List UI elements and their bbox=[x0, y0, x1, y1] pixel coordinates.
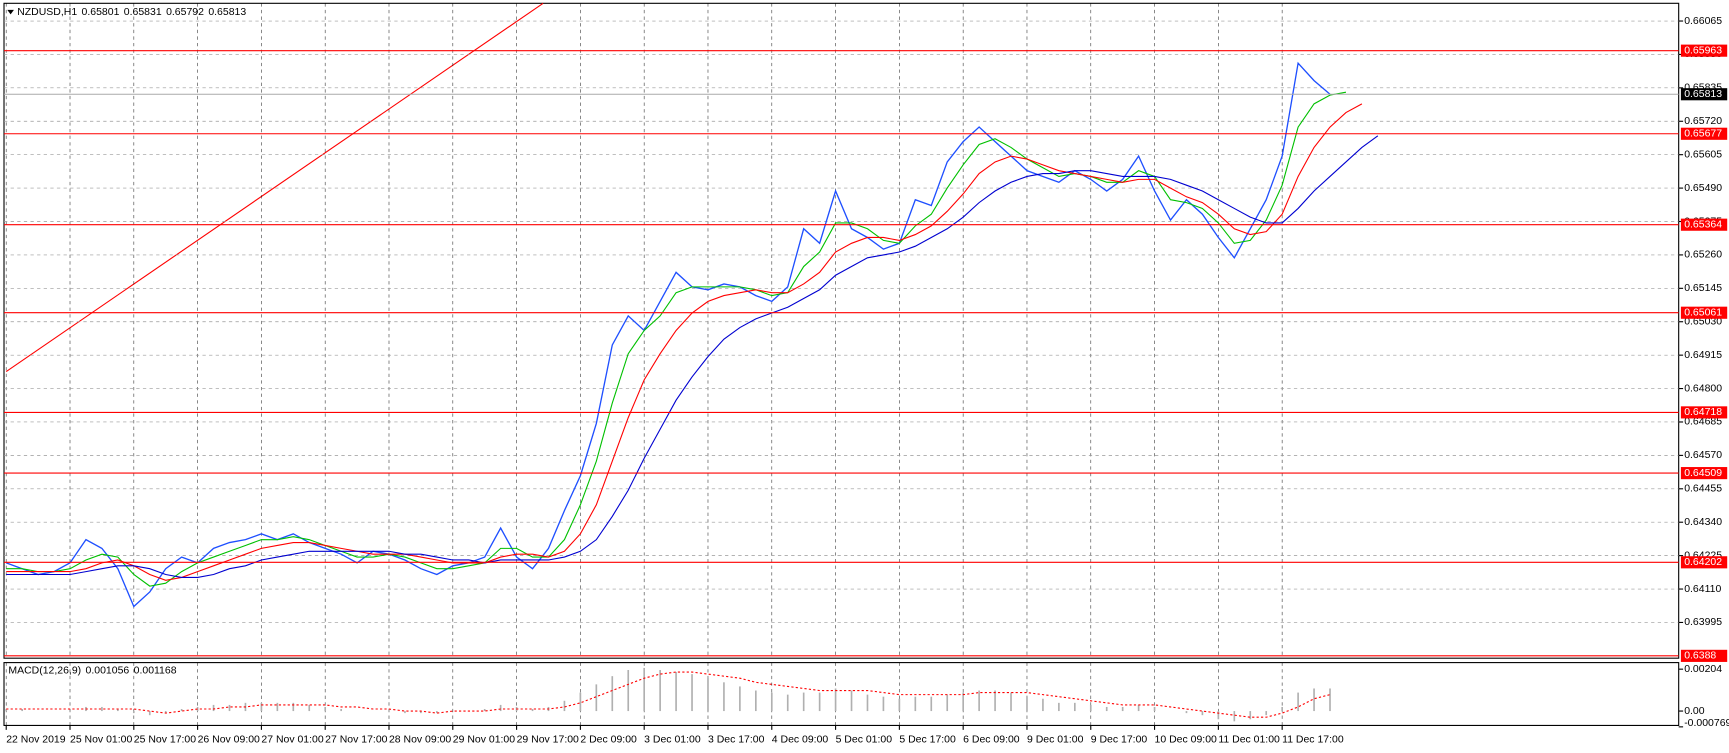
y-tick-label: 0.00 bbox=[1684, 706, 1705, 717]
x-tick-label: 29 Nov 01:00 bbox=[453, 735, 515, 746]
x-tick-label: 25 Nov 17:00 bbox=[134, 735, 196, 746]
y-tick-label: 0.65605 bbox=[1684, 149, 1722, 160]
level-label-box bbox=[1680, 218, 1728, 231]
x-tick-label: 4 Dec 09:00 bbox=[772, 735, 829, 746]
level-label-box bbox=[1680, 649, 1728, 662]
x-tick-label: 9 Dec 17:00 bbox=[1091, 735, 1148, 746]
level-label-box bbox=[1680, 467, 1728, 480]
y-tick-label: 0.00204 bbox=[1684, 664, 1722, 675]
level-label-box bbox=[1680, 306, 1728, 319]
panel-header: NZDUSD,H1 0.65801 0.65831 0.65792 0.65813 bbox=[17, 7, 246, 18]
macd-signal-line bbox=[6, 671, 1331, 718]
y-tick-label: 0.65030 bbox=[1684, 317, 1722, 328]
moving-average bbox=[6, 103, 1363, 581]
y-tick-label: 0.66065 bbox=[1684, 16, 1722, 27]
y-tick-label: 0.65260 bbox=[1684, 250, 1722, 261]
x-tick-label: 27 Nov 01:00 bbox=[261, 735, 323, 746]
current-price-label: 0.65813 bbox=[1684, 89, 1722, 100]
y-tick-label: 0.64915 bbox=[1684, 350, 1722, 361]
price-line bbox=[5, 61, 1331, 608]
level-label: 0.65061 bbox=[1684, 307, 1722, 318]
y-tick-label: 0.65490 bbox=[1684, 183, 1722, 194]
panel-title: NZDUSD,H1 bbox=[17, 7, 77, 18]
x-tick-label: 5 Dec 17:00 bbox=[899, 735, 956, 746]
level-label-box bbox=[1680, 127, 1728, 140]
x-tick-label: 3 Dec 01:00 bbox=[644, 735, 701, 746]
y-tick-label: 0.64110 bbox=[1684, 584, 1721, 595]
y-tick-label: -0.000769 bbox=[1684, 718, 1729, 729]
x-tick-label: 6 Dec 09:00 bbox=[963, 735, 1020, 746]
level-label-box bbox=[1680, 406, 1728, 419]
level-label: 0.64202 bbox=[1684, 557, 1722, 568]
header-value: 0.001168 bbox=[134, 665, 177, 676]
y-tick-label: 0.64455 bbox=[1684, 484, 1722, 495]
y-tick-label: 0.64340 bbox=[1684, 517, 1722, 528]
x-tick-label: 5 Dec 01:00 bbox=[836, 735, 893, 746]
x-tick-label: 2 Dec 09:00 bbox=[580, 735, 637, 746]
header-value: 0.65831 bbox=[124, 7, 162, 18]
y-tick-label: 0.65835 bbox=[1684, 83, 1722, 94]
x-tick-label: 9 Dec 01:00 bbox=[1027, 735, 1084, 746]
header-value: 0.001056 bbox=[86, 665, 130, 676]
level-label-box bbox=[1680, 44, 1728, 57]
x-tick-label: 25 Nov 01:00 bbox=[70, 735, 132, 746]
panel-header: MACD(12,26,9) 0.001056 0.001168 bbox=[8, 665, 176, 676]
x-tick-label: 22 Nov 2019 bbox=[6, 735, 66, 746]
price-panel-frame bbox=[3, 2, 1680, 659]
x-tick-label: 26 Nov 09:00 bbox=[198, 735, 260, 746]
panel-title: MACD(12,26,9) bbox=[8, 665, 81, 676]
header-value: 0.65813 bbox=[208, 7, 246, 18]
x-tick-label: 29 Nov 17:00 bbox=[517, 735, 579, 746]
level-label: 0.6388 bbox=[1684, 651, 1716, 662]
level-label-box bbox=[1680, 556, 1728, 569]
x-tick-label: 11 Dec 01:00 bbox=[1218, 735, 1280, 746]
header-value: 0.65801 bbox=[82, 7, 120, 18]
trend-line bbox=[5, 2, 544, 372]
y-tick-label: 0.64570 bbox=[1684, 450, 1722, 461]
level-label: 0.65963 bbox=[1684, 45, 1722, 56]
y-tick-label: 0.64225 bbox=[1684, 550, 1722, 561]
y-tick-label: 0.63995 bbox=[1684, 617, 1722, 628]
x-tick-label: 27 Nov 17:00 bbox=[325, 735, 387, 746]
y-tick-label: 0.65145 bbox=[1684, 283, 1722, 294]
y-tick-label: 0.65720 bbox=[1684, 116, 1722, 127]
current-price-box bbox=[1680, 88, 1728, 101]
level-label: 0.64509 bbox=[1684, 468, 1722, 479]
symbol-menu-arrow[interactable] bbox=[7, 9, 14, 15]
level-label: 0.64718 bbox=[1684, 407, 1722, 418]
level-label: 0.65364 bbox=[1684, 219, 1722, 230]
y-tick-label: 0.64800 bbox=[1684, 383, 1722, 394]
x-tick-label: 3 Dec 17:00 bbox=[708, 735, 765, 746]
macd-panel-frame bbox=[3, 662, 1680, 726]
x-tick-label: 10 Dec 09:00 bbox=[1155, 735, 1217, 746]
header-value: 0.65792 bbox=[166, 7, 204, 18]
x-tick-label: 28 Nov 09:00 bbox=[389, 735, 451, 746]
moving-average bbox=[6, 135, 1379, 578]
y-tick-label: 0.64685 bbox=[1684, 417, 1722, 428]
x-tick-label: 11 Dec 17:00 bbox=[1282, 735, 1344, 746]
level-label: 0.65677 bbox=[1684, 129, 1722, 140]
